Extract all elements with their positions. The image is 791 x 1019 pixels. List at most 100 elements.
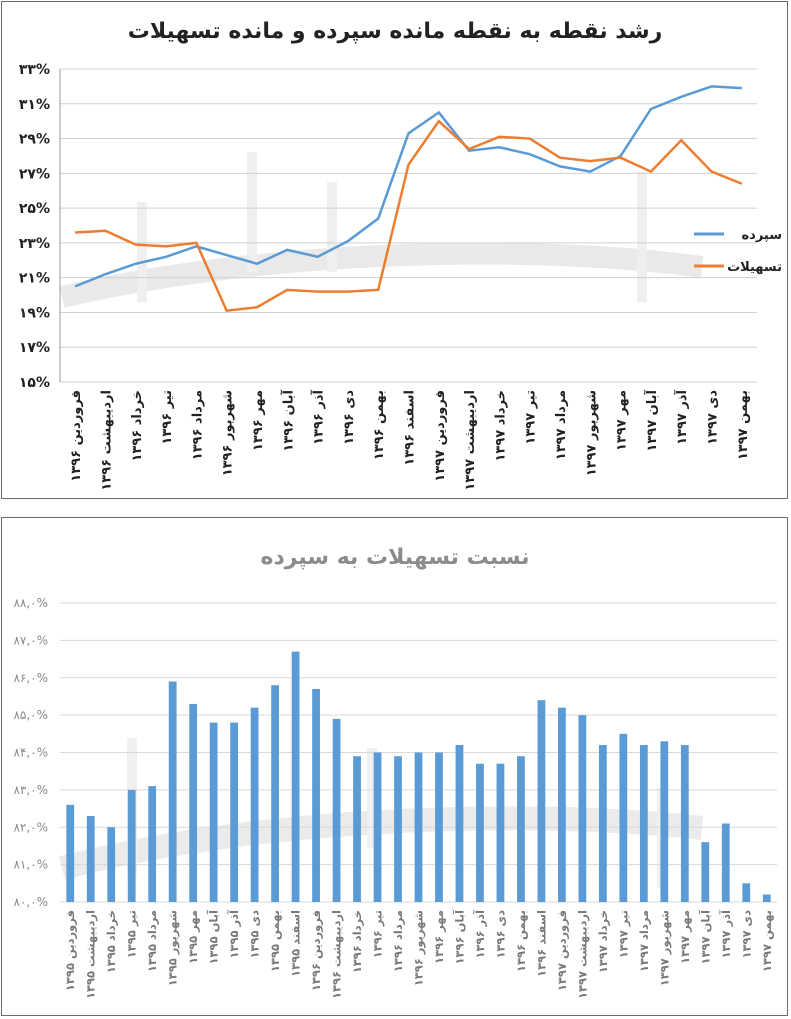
bar xyxy=(291,651,300,902)
x-tick-label-group: مهر ۱۳۹۵ xyxy=(186,910,200,964)
y-tick-label: ۸۶,۰% xyxy=(13,671,48,685)
x-tick-label: خرداد ۱۳۹۶ xyxy=(350,910,364,973)
x-tick-label-group: مهر ۱۳۹۶ xyxy=(251,390,266,451)
y-tick-label: ۸۲,۰% xyxy=(13,820,48,834)
legend-label: سپرده xyxy=(741,228,782,243)
x-tick-label: مرداد ۱۳۹۶ xyxy=(391,910,405,972)
x-tick-label-group: اردیبهشت ۱۳۹۶ xyxy=(99,390,114,491)
x-tick-label: شهریور ۱۳۹۶ xyxy=(221,390,236,476)
bar xyxy=(209,722,218,902)
x-tick-label: شهریور ۱۳۹۷ xyxy=(584,390,599,476)
x-tick-label: فروردین ۱۳۹۶ xyxy=(309,910,324,991)
bar xyxy=(107,827,116,902)
x-tick-label: اسفند ۱۳۹۶ xyxy=(403,390,418,466)
x-tick-label-group: اردیبهشت ۱۳۹۷ xyxy=(575,910,589,999)
bar xyxy=(558,707,566,902)
x-tick-label-group: تیر ۱۳۹۷ xyxy=(524,390,539,445)
x-tick-label-group: خرداد ۱۳۹۷ xyxy=(596,910,610,973)
x-tick-label: دی ۱۳۹۶ xyxy=(342,390,357,445)
x-tick-label: اردیبهشت ۱۳۹۷ xyxy=(463,390,478,491)
x-tick-label-group: بهمن ۱۳۹۷ xyxy=(760,910,774,972)
x-tick-label: آذر ۱۳۹۶ xyxy=(473,909,487,959)
bar xyxy=(250,707,259,902)
x-tick-label-group: اردیبهشت ۱۳۹۵ xyxy=(84,910,98,999)
x-tick-label: مرداد ۱۳۹۶ xyxy=(190,390,205,460)
x-tick-label: بهمن ۱۳۹۵ xyxy=(268,910,282,972)
x-tick-label-group: شهریور ۱۳۹۶ xyxy=(221,390,236,476)
bar xyxy=(312,688,320,902)
x-tick-label-group: آبان ۱۳۹۶ xyxy=(452,909,466,965)
x-tick-label-group: اردیبهشت ۱۳۹۷ xyxy=(463,390,478,491)
bar xyxy=(476,763,484,902)
line-chart-panel: رشد نقطه به نقطه مانده سپرده و مانده تسه… xyxy=(1,1,788,499)
x-tick-label-group: شهریور ۱۳۹۷ xyxy=(584,390,599,476)
legend-label: تسهیلات xyxy=(727,260,782,275)
x-tick-label-group: آبان ۱۳۹۵ xyxy=(207,909,221,965)
x-tick-label: آذر ۱۳۹۵ xyxy=(227,909,241,959)
x-tick-label-group: دی ۱۳۹۷ xyxy=(739,910,753,959)
y-tick-label: ۲۷% xyxy=(19,166,50,182)
bar xyxy=(721,823,730,902)
y-tick-label: ۱۷% xyxy=(19,340,50,356)
x-tick-label: بهمن ۱۳۹۶ xyxy=(514,910,528,972)
x-tick-label-group: اسفند ۱۳۹۵ xyxy=(289,910,303,977)
x-tick-label: تیر ۱۳۹۷ xyxy=(524,390,539,445)
x-tick-label-group: دی ۱۳۹۶ xyxy=(342,390,357,445)
bar xyxy=(127,789,136,902)
x-tick-label: مهر ۱۳۹۷ xyxy=(615,390,630,451)
x-tick-label: اردیبهشت ۱۳۹۶ xyxy=(330,910,344,999)
x-tick-label-group: بهمن ۱۳۹۶ xyxy=(372,390,387,460)
x-tick-label-group: اردیبهشت ۱۳۹۶ xyxy=(330,910,344,999)
x-tick-label: آذر ۱۳۹۶ xyxy=(310,389,327,444)
bar xyxy=(414,752,423,902)
x-tick-label: بهمن ۱۳۹۷ xyxy=(736,390,751,460)
x-tick-label: مهر ۱۳۹۷ xyxy=(678,910,692,964)
x-tick-label-group: بهمن ۱۳۹۷ xyxy=(736,390,751,460)
x-tick-label-group: آبان ۱۳۹۶ xyxy=(279,389,296,451)
x-tick-label: آبان ۱۳۹۶ xyxy=(279,389,296,451)
bar xyxy=(353,756,361,902)
bar xyxy=(762,894,771,902)
y-tick-label: ۲۱% xyxy=(19,271,50,287)
bar xyxy=(332,718,341,902)
x-tick-label: بهمن ۱۳۹۷ xyxy=(760,910,774,972)
x-tick-label-group: دی ۱۳۹۶ xyxy=(493,910,507,959)
x-tick-label-group: آبان ۱۳۹۷ xyxy=(643,389,660,451)
x-tick-label-group: اسفند ۱۳۹۶ xyxy=(534,910,548,977)
x-tick-label-group: آبان ۱۳۹۷ xyxy=(698,909,712,965)
x-tick-label: اسفند ۱۳۹۵ xyxy=(289,910,303,977)
x-tick-label-group: تیر ۱۳۹۷ xyxy=(616,910,630,958)
bar xyxy=(701,842,710,902)
x-tick-label-group: خرداد ۱۳۹۷ xyxy=(493,390,508,462)
x-tick-label-group: آذر ۱۳۹۶ xyxy=(310,389,327,444)
chart-title: رشد نقطه به نقطه مانده سپرده و مانده تسه… xyxy=(128,19,663,44)
x-tick-label: تیر ۱۳۹۶ xyxy=(160,390,175,445)
y-tick-label: ۳۱% xyxy=(19,97,50,113)
x-tick-label: اردیبهشت ۱۳۹۷ xyxy=(575,910,589,999)
x-tick-label: خرداد ۱۳۹۷ xyxy=(596,910,610,973)
x-tick-label-group: فروردین ۱۳۹۷ xyxy=(433,390,448,482)
y-tick-label: ۲۳% xyxy=(19,236,50,252)
x-tick-label: شهریور ۱۳۹۷ xyxy=(657,910,672,986)
y-tick-label: ۸۱,۰% xyxy=(13,858,48,872)
y-tick-label: ۸۸,۰% xyxy=(13,596,48,610)
x-tick-label: شهریور ۱۳۹۶ xyxy=(412,910,427,986)
x-tick-label-group: دی ۱۳۹۷ xyxy=(706,390,721,445)
x-tick-label: تیر ۱۳۹۵ xyxy=(125,910,139,958)
x-tick-label: فروردین ۱۳۹۶ xyxy=(69,390,84,482)
x-tick-label: دی ۱۳۹۶ xyxy=(493,910,507,959)
x-tick-label: آبان ۱۳۹۵ xyxy=(207,909,221,965)
bar xyxy=(455,745,464,902)
x-tick-label-group: مهر ۱۳۹۶ xyxy=(432,910,446,964)
bar xyxy=(496,763,505,902)
x-tick-label: مهر ۱۳۹۵ xyxy=(186,910,200,964)
y-tick-label: ۸۰,۰% xyxy=(13,895,48,909)
x-tick-label: تیر ۱۳۹۶ xyxy=(371,910,385,958)
y-tick-label: ۸۷,۰% xyxy=(13,633,48,647)
x-tick-label: فروردین ۱۳۹۷ xyxy=(555,910,570,991)
y-tick-label: ۸۵,۰% xyxy=(13,708,48,722)
bar xyxy=(435,752,443,902)
x-tick-label: بهمن ۱۳۹۶ xyxy=(372,390,387,460)
bar xyxy=(537,700,546,902)
x-tick-label: مرداد ۱۳۹۷ xyxy=(554,390,569,460)
